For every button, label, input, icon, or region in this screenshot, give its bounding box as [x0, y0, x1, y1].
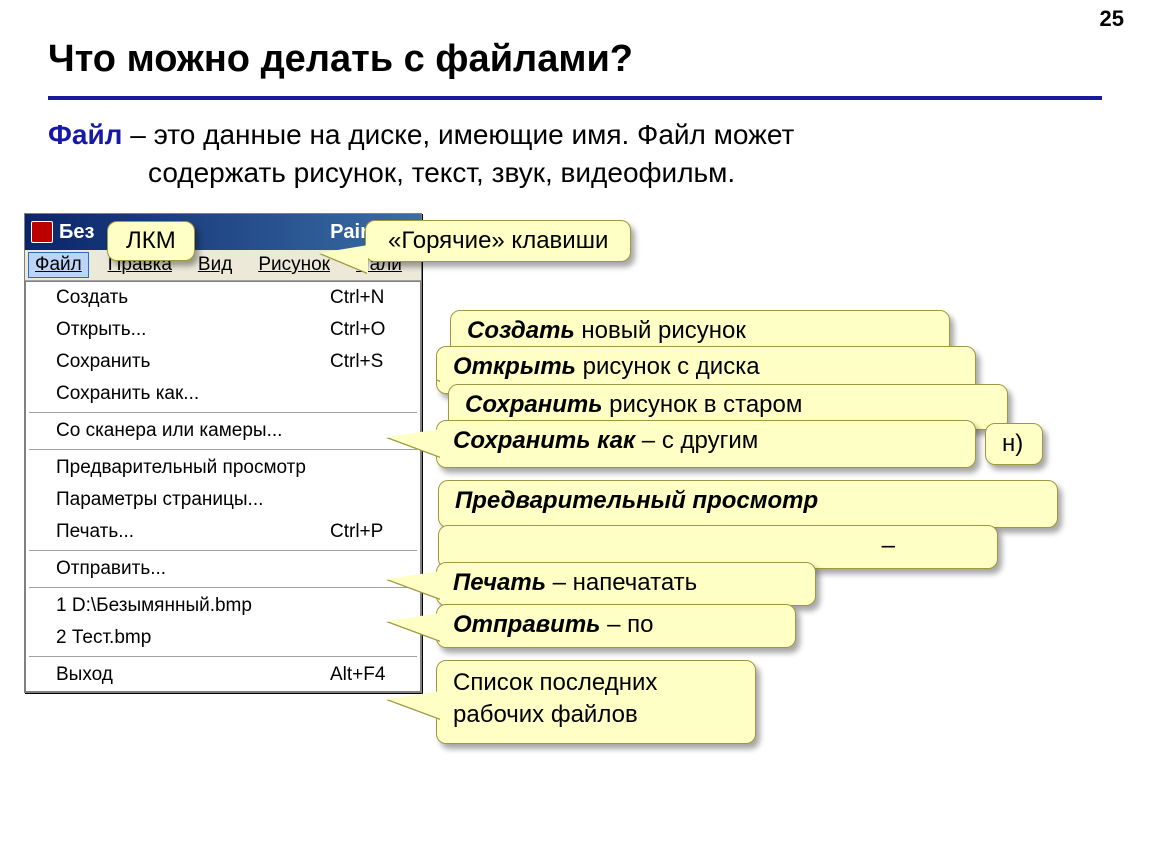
callout-send-bold: Отправить [453, 611, 600, 638]
callout-send: Отправить – по [436, 604, 796, 648]
definition-term: Файл [48, 119, 122, 150]
menu-item-shortcut: Ctrl+P [330, 521, 404, 543]
menu-item-shortcut: Ctrl+S [330, 351, 404, 373]
menu-item-label: Печать... [56, 521, 134, 543]
menu-separator [29, 656, 417, 657]
callout-save-bold: Сохранить [465, 391, 603, 418]
callout-saveas-bold: Сохранить как [453, 427, 635, 454]
menu-item[interactable]: Создать Ctrl+N [26, 282, 420, 314]
callout-hotkeys: «Горячие» клавиши [365, 220, 631, 262]
callout-preview-bold: Предварительный просмотр [455, 487, 818, 514]
callout-open-bold: Открыть [453, 353, 576, 380]
definition-line1: – это данные на диске, имеющие имя. Файл… [122, 119, 794, 150]
menu-item-shortcut: Ctrl+O [330, 319, 404, 341]
callout-recent-line1: Список последних [453, 667, 739, 699]
callout-save-rest: рисунок в старом [603, 391, 803, 418]
callout-save-tail-text: н) [1002, 430, 1023, 457]
menu-item[interactable]: Сохранить как... [26, 378, 420, 410]
menu-item-label: Создать [56, 287, 128, 309]
menu-item[interactable]: Со сканера или камеры... [26, 415, 420, 447]
menu-item[interactable]: Предварительный просмотр [26, 452, 420, 484]
menu-item-label: 2 Тест.bmp [56, 627, 151, 649]
file-dropdown: Создать Ctrl+N Открыть... Ctrl+O Сохранить Ct… [25, 281, 421, 692]
paint-window: Без Paint Файл Правка Вид Рисунок Пали С… [24, 213, 422, 693]
page-number: 25 [1100, 6, 1124, 32]
menu-file-label: Файл [35, 254, 82, 275]
menu-item-label: Отправить... [56, 558, 166, 580]
definition-paragraph: Файл – это данные на диске, имеющие имя.… [48, 116, 1098, 192]
menu-separator [29, 412, 417, 413]
menu-item[interactable]: Открыть... Ctrl+O [26, 314, 420, 346]
callout-send-rest: – по [600, 611, 653, 638]
menu-item[interactable]: 1 D:\Безымянный.bmp [26, 590, 420, 622]
slide-title: Что можно делать с файлами? [48, 38, 633, 81]
menu-item-label: Открыть... [56, 319, 146, 341]
menu-item[interactable]: Выход Alt+F4 [26, 659, 420, 691]
callout-recent: Список последних рабочих файлов [436, 660, 756, 744]
menu-item-label: Параметры страницы... [56, 489, 263, 511]
menu-item-label: Сохранить [56, 351, 150, 373]
callout-lkm-text: ЛКМ [126, 227, 176, 254]
menu-item-label: Со сканера или камеры... [56, 420, 282, 442]
callout-create-rest: новый рисунок [575, 317, 746, 344]
callout-saveas: Сохранить как – с другим [436, 420, 976, 468]
menu-separator [29, 587, 417, 588]
menu-item-label: Предварительный просмотр [56, 457, 306, 479]
window-title-prefix: Без [59, 221, 94, 244]
callout-preview: Предварительный просмотр [438, 480, 1058, 528]
menu-item-label: Сохранить как... [56, 383, 199, 405]
menu-item[interactable]: 2 Тест.bmp [26, 622, 420, 654]
menu-item[interactable]: Печать... Ctrl+P [26, 516, 420, 548]
callout-hotkeys-text: «Горячие» клавиши [388, 227, 608, 254]
callout-recent-line2: рабочих файлов [453, 699, 739, 731]
menu-file[interactable]: Файл [28, 252, 89, 278]
callout-print-bold: Печать [453, 569, 546, 596]
menu-item-label: 1 D:\Безымянный.bmp [56, 595, 252, 617]
menu-view[interactable]: Вид [192, 253, 238, 277]
menu-view-label: Вид [198, 254, 232, 275]
menu-item-label: Выход [56, 664, 113, 686]
callout-saveas-rest: – с другим [635, 427, 758, 454]
callout-dash-text: – [875, 532, 895, 559]
callout-save-tail: н) [985, 423, 1043, 465]
menu-item[interactable]: Отправить... [26, 553, 420, 585]
menu-item-shortcut: Alt+F4 [330, 664, 404, 686]
menu-item[interactable]: Сохранить Ctrl+S [26, 346, 420, 378]
definition-line2: содержать рисунок, текст, звук, видеофил… [48, 154, 1098, 192]
callout-create-bold: Создать [467, 317, 575, 344]
callout-open-rest: рисунок с диска [576, 353, 760, 380]
callout-lkm: ЛКМ [107, 221, 195, 261]
callout-print: Печать – напечатать [436, 562, 816, 606]
menu-item-shortcut: Ctrl+N [330, 287, 404, 309]
menu-separator [29, 550, 417, 551]
callout-print-rest: – напечатать [546, 569, 697, 596]
menu-item[interactable]: Параметры страницы... [26, 484, 420, 516]
title-underline [48, 96, 1102, 100]
paint-app-icon [31, 221, 53, 243]
menu-separator [29, 449, 417, 450]
